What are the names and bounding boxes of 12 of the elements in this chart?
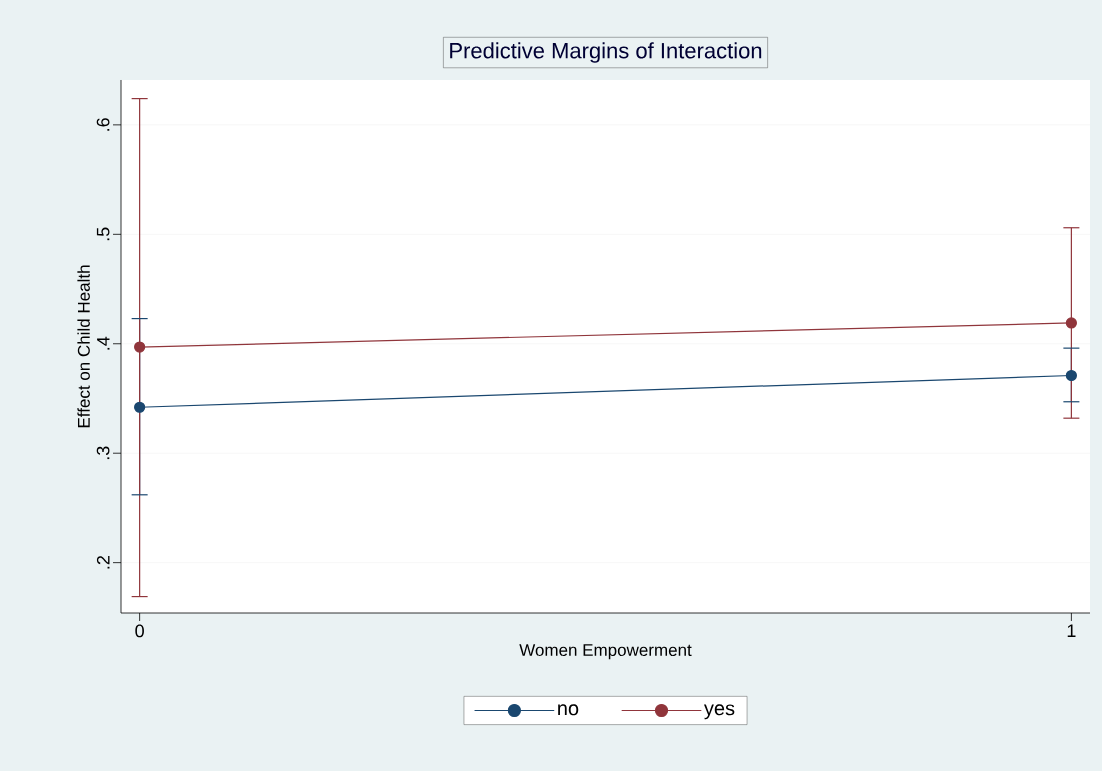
y-axis-title: Effect on Child Health [77,265,90,428]
x-tick-label: 1 [1067,624,1076,637]
y-tick-label: .4 [97,336,110,350]
y-tick-label: .6 [96,118,110,131]
legend-label: yes [703,704,735,720]
x-tick-label: 0 [135,624,144,638]
legend-label: no [558,704,579,716]
y-tick-label: .5 [96,227,110,241]
chart-title: Predictive Margins of Interaction [450,42,762,63]
y-tick-label: .3 [96,446,110,460]
x-axis-title: Women Empowerment [519,644,692,660]
y-tick-label: .2 [96,556,110,569]
